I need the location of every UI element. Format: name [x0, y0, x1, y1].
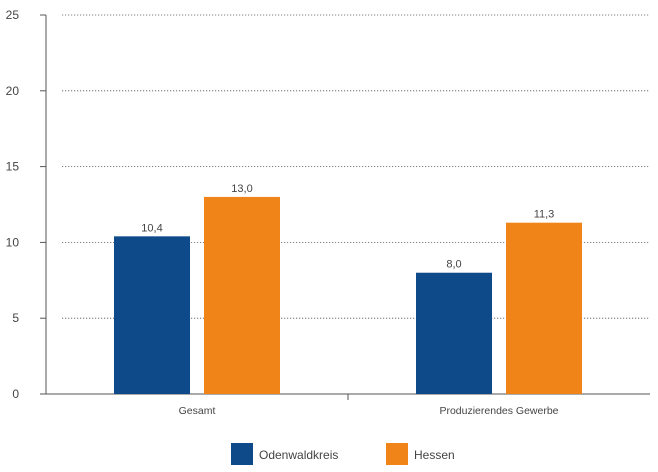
y-tick-label: 15 [6, 160, 20, 174]
y-tick-label: 25 [6, 8, 20, 22]
data-label: 10,4 [141, 222, 162, 234]
y-tick-label: 20 [6, 84, 20, 98]
data-label: 11,3 [534, 209, 555, 221]
legend-swatch [386, 443, 408, 465]
legend-label: Hessen [414, 448, 455, 462]
bar-odenwaldkreis-0 [114, 236, 190, 394]
axes: 0 5 10 15 20 25 Gesamt Produzierendes Gewerbe [6, 8, 650, 417]
y-tick-label: 0 [12, 387, 19, 401]
bar-hessen-1 [506, 222, 582, 394]
y-tick-label: 10 [6, 235, 20, 249]
legend-label: Odenwaldkreis [259, 448, 338, 462]
legend-swatch [231, 443, 253, 465]
x-tick-label: Produzierendes Gewerbe [439, 405, 558, 417]
y-tick-label: 5 [12, 311, 19, 325]
legend: Odenwaldkreis Hessen [231, 443, 455, 465]
bar-hessen-0 [204, 196, 280, 394]
bars [114, 196, 582, 394]
bar-odenwaldkreis-1 [416, 272, 492, 394]
data-labels: 10,4 13,0 8,0 11,3 [141, 183, 554, 271]
data-label: 13,0 [231, 183, 252, 195]
data-label: 8,0 [446, 259, 461, 271]
x-tick-label: Gesamt [179, 405, 216, 417]
